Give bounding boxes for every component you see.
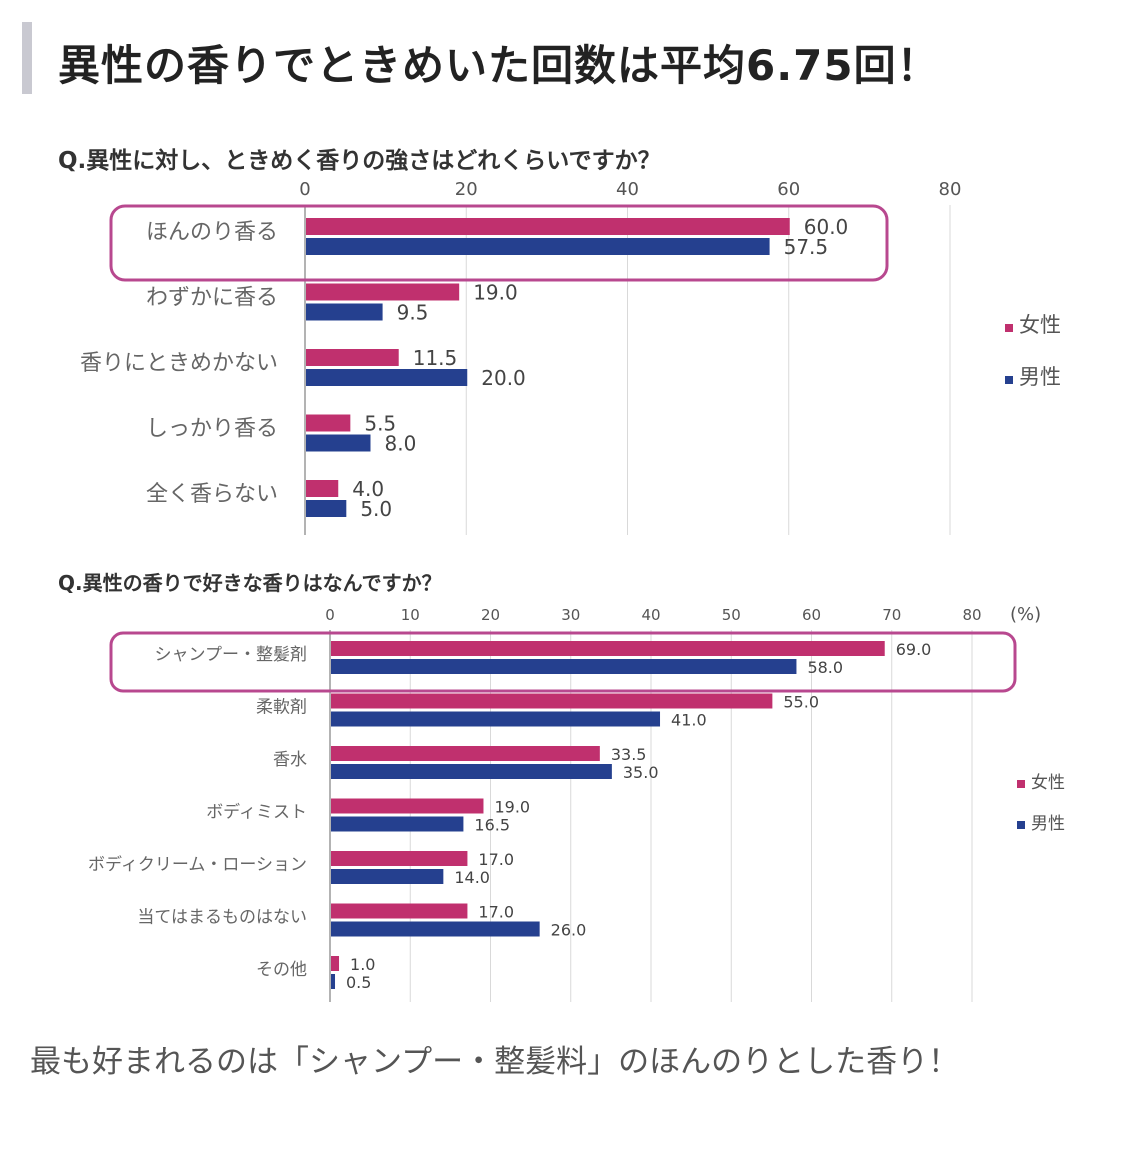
value-label: 16.5	[474, 816, 510, 835]
value-label: 33.5	[611, 745, 647, 764]
value-label: 9.5	[397, 301, 429, 325]
value-label: 57.5	[784, 235, 829, 259]
category-label: その他	[256, 960, 307, 980]
x-tick-label: 0	[325, 606, 335, 624]
category-label: ボディミスト	[206, 802, 307, 823]
legend-label: 男性	[1019, 365, 1061, 389]
value-label: 17.0	[478, 850, 514, 869]
bar-male	[306, 238, 770, 255]
value-label: 17.0	[478, 903, 514, 922]
x-tick-label: 20	[455, 179, 478, 200]
value-label: 1.0	[350, 955, 375, 974]
bar-male	[306, 369, 468, 386]
highlight-box	[109, 204, 889, 282]
value-label: 69.0	[896, 640, 932, 659]
legend-swatch	[1017, 780, 1025, 788]
chart-title: Q.異性に対し、ときめく香りの強さはどれくらいですか？	[58, 148, 661, 174]
x-tick-label: 0	[299, 179, 310, 200]
bar-male	[331, 764, 612, 779]
legend-swatch	[1005, 376, 1013, 384]
legend-swatch	[1017, 821, 1025, 829]
legend-swatch	[1005, 324, 1013, 332]
category-label: 当てはまるものはない	[137, 908, 307, 928]
bar-female	[331, 693, 773, 709]
legend-label: 男性	[1031, 814, 1065, 834]
value-label: 20.0	[481, 366, 526, 390]
x-tick-label: 30	[561, 606, 580, 624]
category-label: ほんのり香る	[146, 220, 278, 245]
bar-female	[331, 903, 468, 919]
value-label: 11.5	[413, 346, 458, 370]
bar-male	[331, 921, 540, 937]
bar-male	[306, 434, 371, 452]
legend-label: 女性	[1019, 313, 1061, 337]
x-tick-label: 40	[641, 606, 660, 624]
value-label: 5.0	[360, 497, 392, 521]
value-label: 60.0	[804, 215, 849, 239]
bar-male	[331, 869, 444, 884]
x-tick-label: 80	[962, 606, 981, 624]
bar-male	[331, 816, 464, 832]
bar-female	[306, 283, 460, 301]
bar-male	[331, 974, 336, 989]
bar-female	[306, 349, 399, 366]
category-label: ボディクリーム・ローション	[88, 854, 307, 875]
bar-female	[331, 798, 484, 814]
bar-male	[331, 659, 797, 674]
x-tick-label: 60	[777, 179, 800, 200]
bar-female	[331, 851, 468, 866]
highlight-box	[109, 631, 1017, 693]
x-tick-label: 10	[401, 606, 420, 624]
bar-female	[331, 641, 885, 656]
value-label: 35.0	[623, 763, 659, 782]
value-label: 55.0	[783, 693, 819, 712]
category-label: シャンプー・整髪剤	[155, 645, 308, 665]
category-label: 全く香らない	[146, 482, 278, 507]
value-label: 19.0	[494, 798, 530, 817]
category-label: 香りにときめかない	[80, 351, 278, 376]
legend-label: 女性	[1031, 773, 1065, 793]
value-label: 4.0	[352, 477, 384, 501]
bar-male	[306, 303, 383, 321]
page-title: 異性の香りでときめいた回数は平均6.75回！	[58, 41, 940, 90]
x-tick-label: 60	[802, 606, 821, 624]
x-tick-label: 50	[722, 606, 741, 624]
value-label: 26.0	[551, 921, 587, 940]
caption: 最も好まれるのは「シャンプー・整髪料」のほんのりとした香り！	[30, 1044, 960, 1080]
bar-male	[331, 711, 661, 727]
bar-female	[306, 218, 790, 235]
category-label: 香水	[273, 750, 307, 770]
category-label: わずかに香る	[146, 286, 278, 311]
category-label: しっかり香る	[146, 417, 278, 442]
bar-female	[306, 480, 339, 497]
value-label: 0.5	[346, 973, 371, 992]
value-label: 58.0	[807, 658, 843, 677]
value-label: 8.0	[385, 432, 417, 456]
x-tick-label: 70	[882, 606, 901, 624]
bar-female	[306, 414, 351, 432]
x-tick-label: 20	[481, 606, 500, 624]
x-tick-label: 40	[616, 179, 639, 200]
unit-label: (%)	[1010, 604, 1041, 625]
bar-female	[331, 746, 600, 761]
value-label: 41.0	[671, 711, 707, 730]
category-label: 柔軟剤	[256, 698, 307, 718]
page-heading: 異性の香りでときめいた回数は平均6.75回！	[22, 22, 1102, 94]
bar-female	[331, 956, 340, 971]
value-label: 5.5	[364, 412, 396, 436]
value-label: 19.0	[473, 281, 518, 305]
bar-male	[306, 500, 347, 517]
value-label: 14.0	[454, 868, 490, 887]
chart-title: Q.異性の香りで好きな香りはなんですか？	[58, 571, 442, 595]
x-tick-label: 80	[939, 179, 962, 200]
